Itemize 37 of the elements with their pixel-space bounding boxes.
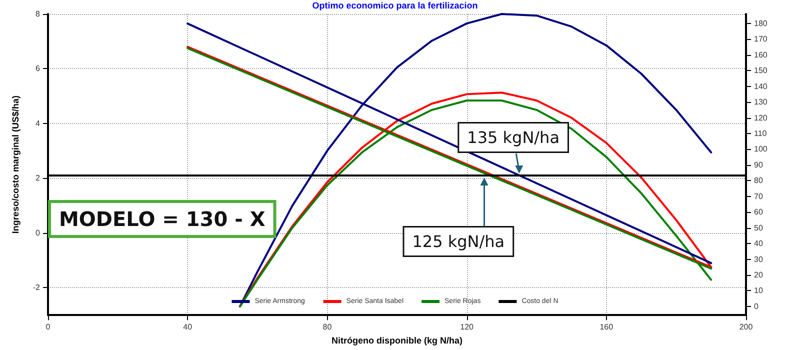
- y2-tick-label: 150: [754, 66, 768, 76]
- y2-tick-label: 80: [754, 176, 764, 186]
- annotation: 125 kgN/ha: [412, 232, 505, 251]
- x-tick-label: 120: [460, 322, 474, 332]
- y2-tick-label: 10: [754, 286, 764, 296]
- x-tick-label: 200: [739, 322, 754, 332]
- y2-tick-label: 180: [754, 18, 768, 28]
- annotation: 135 kgN/ha: [467, 128, 560, 147]
- y2-tick-label: 170: [754, 34, 768, 44]
- y-axis-title: Ingreso/costo marginal (US$/ha): [10, 96, 20, 234]
- x-tick-label: 40: [183, 322, 193, 332]
- y-tick-label: 8: [36, 10, 41, 18]
- y2-tick-label: 100: [754, 144, 768, 154]
- y-tick-label: 2: [36, 174, 41, 183]
- y2-tick-label: 30: [754, 254, 764, 264]
- y2-tick-label: 160: [754, 50, 768, 60]
- y2-tick-label: 0: [754, 302, 759, 311]
- x-tick-label: 80: [322, 322, 332, 332]
- chart-title: Optimo economico para la fertilizacion: [312, 0, 478, 10]
- x-tick-label: 160: [600, 322, 614, 332]
- y-tick-label: -2: [32, 283, 41, 292]
- y2-tick-label: 120: [754, 113, 768, 122]
- annotation: MODELO = 130 - X: [59, 207, 266, 231]
- y2-tick-label: 90: [754, 160, 764, 170]
- y2-tick-label: 110: [754, 128, 768, 138]
- y2-tick-label: 50: [754, 223, 764, 232]
- y-tick-label: 6: [36, 64, 41, 74]
- x-tick-label: 0: [46, 322, 51, 332]
- y2-tick-label: 40: [754, 239, 764, 248]
- y2-tick-label: 70: [754, 192, 764, 201]
- y-tick-label: 4: [36, 118, 41, 128]
- y2-tick-label: 140: [754, 82, 768, 91]
- y2-tick-label: 20: [754, 270, 764, 280]
- x-axis-title: Nitrógeno disponible (kg N/ha): [332, 336, 462, 346]
- y2-tick-label: 130: [754, 98, 768, 107]
- y2-tick-label: 60: [754, 208, 764, 217]
- y-tick-label: 0: [36, 228, 41, 238]
